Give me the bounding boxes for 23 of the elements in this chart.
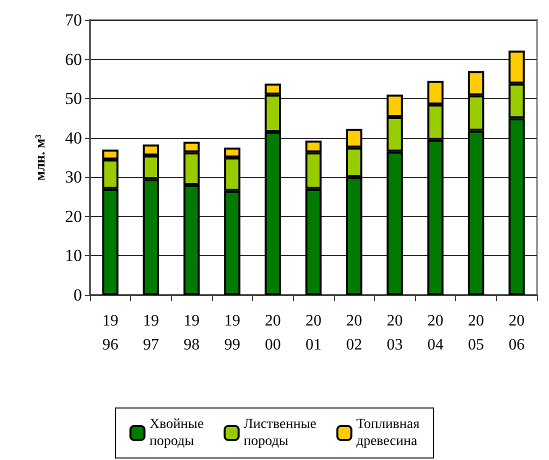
y-tick-label: 30 — [65, 168, 82, 187]
x-tick-label: 2000 — [264, 312, 281, 354]
x-tick-label: 2005 — [468, 312, 484, 354]
y-tick-label: 50 — [65, 89, 82, 108]
legend-label: Хвойные породы — [149, 417, 204, 449]
x-tick-label: 2003 — [386, 312, 403, 354]
x-tick-label: 2001 — [306, 312, 322, 354]
legend-label: Топливная древесина — [356, 417, 420, 449]
y-tick-label: 0 — [74, 286, 82, 304]
x-tick-label: 1996 — [102, 312, 118, 354]
x-tick-label: 2002 — [346, 312, 362, 354]
legend-label: Лиственные породы — [244, 417, 316, 449]
y-tick-label: 70 — [65, 10, 82, 30]
x-tick-label: 2004 — [427, 312, 444, 354]
y-tick-label: 20 — [65, 206, 82, 226]
x-tick-label: 1997 — [142, 312, 159, 354]
x-tick-label: 2006 — [508, 312, 525, 354]
y-tick-label: 10 — [65, 246, 82, 266]
x-tick-label: 1999 — [224, 312, 240, 354]
y-tick-label: 60 — [65, 50, 82, 69]
y-axis-title: млн. м³ — [34, 134, 48, 181]
x-tick-label: 1998 — [184, 312, 200, 354]
y-tick-label: 40 — [65, 128, 82, 148]
